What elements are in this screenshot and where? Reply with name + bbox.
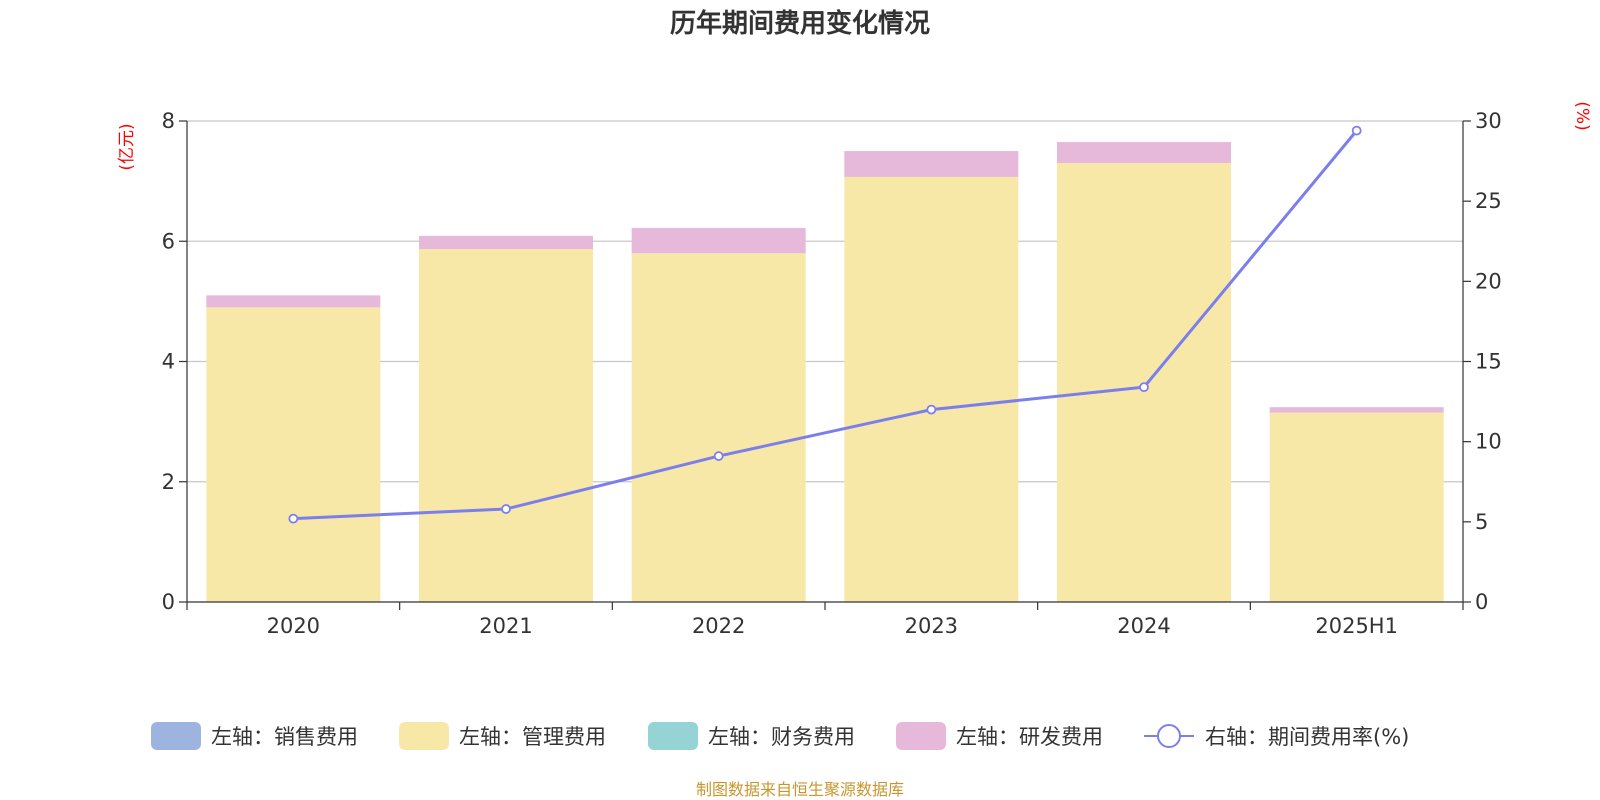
- left-axis-tick-label: 0: [162, 590, 175, 614]
- right-axis-tick-label: 5: [1475, 510, 1488, 534]
- grid-lines: [187, 120, 1463, 483]
- left-axis-unit: (亿元): [117, 123, 137, 170]
- legend-swatch: [896, 722, 946, 750]
- x-axis-tick-label: 2021: [479, 614, 532, 638]
- bars: [206, 142, 1444, 602]
- rate-point-2024: [1139, 382, 1149, 393]
- bar-2023: [844, 176, 1019, 602]
- legend-swatch: [648, 722, 698, 750]
- rate-line: [288, 125, 1362, 524]
- bar-2024: [1057, 142, 1231, 164]
- legend-swatch-marker: [1157, 724, 1181, 748]
- right-axis-tick-label: 15: [1475, 350, 1502, 374]
- legend: 左轴：销售费用 左轴：管理费用 左轴：财务费用 左轴：研发费用 右轴：期间费用率(%): [151, 722, 1409, 750]
- rate-point-2021: [501, 504, 511, 514]
- legend-swatch: [151, 722, 201, 750]
- x-axis-tick-label: 2022: [692, 614, 745, 638]
- x-axis-tick-label: 2024: [1117, 614, 1170, 638]
- left-axis-tick-label: 8: [162, 109, 175, 133]
- right-axis-tick-label: 25: [1475, 189, 1502, 213]
- chart-title: 历年期间费用变化情况: [670, 8, 930, 39]
- x-axis-tick-label: 2025H1: [1315, 614, 1398, 638]
- rate-point-2022: [713, 451, 724, 461]
- rate-point-2020: [288, 513, 299, 524]
- bar-2021: [419, 235, 593, 250]
- bar-2023: [844, 151, 1019, 177]
- right-axis-tick-label: 10: [1475, 430, 1502, 454]
- bar-2022: [631, 228, 806, 254]
- rate-point-2023: [926, 404, 937, 415]
- rate-point-2025H1: [1351, 125, 1362, 136]
- left-axis-tick-label: 6: [162, 229, 175, 253]
- rate-polyline: [293, 129, 1358, 521]
- x-axis-tick-label: 2020: [267, 614, 320, 638]
- bar-2020: [206, 307, 381, 602]
- bar-2025H1: [1269, 412, 1444, 602]
- legend-label: 左轴：管理费用: [459, 725, 606, 749]
- legend-label: 左轴：研发费用: [956, 725, 1103, 749]
- legend-label: 左轴：销售费用: [211, 725, 358, 749]
- legend-swatch: [399, 722, 449, 750]
- bar-2022: [631, 253, 806, 602]
- right-axis-tick-label: 20: [1475, 269, 1502, 293]
- left-axis-tick-label: 4: [162, 350, 175, 374]
- right-axis-tick-label: 30: [1475, 109, 1502, 133]
- left-axis-tick-label: 2: [162, 470, 175, 494]
- bar-2025H1: [1269, 407, 1444, 413]
- x-axis-tick-label: 2023: [905, 614, 958, 638]
- bar-2021: [419, 249, 593, 602]
- legend-label: 左轴：财务费用: [708, 725, 855, 749]
- right-axis-unit: (%): [1572, 101, 1592, 130]
- right-axis-tick-label: 0: [1475, 590, 1488, 614]
- bar-2020: [206, 295, 381, 308]
- legend-label: 右轴：期间费用率(%): [1205, 725, 1409, 749]
- axes: 0 2 4 6 8 0 5 10 15 20 25 30 2020 2021 2022 2023 2024 202…: [162, 109, 1502, 638]
- source-note: 制图数据来自恒生聚源数据库: [696, 780, 904, 799]
